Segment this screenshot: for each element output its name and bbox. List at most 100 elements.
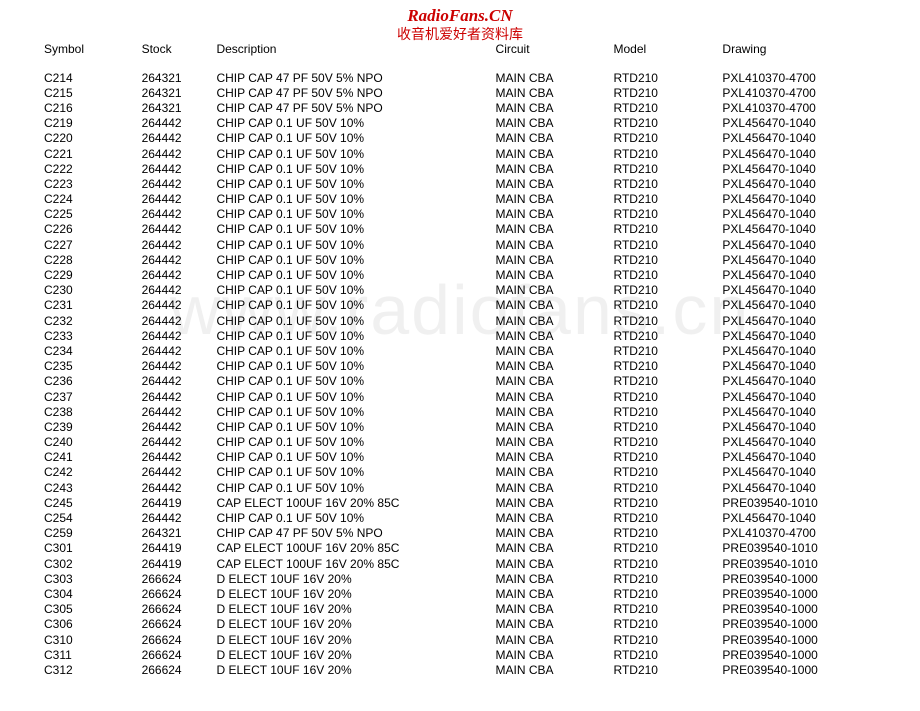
cell-desc: CHIP CAP 0.1 UF 50V 10% [212, 435, 491, 450]
cell-drawing: PXL456470-1040 [718, 343, 900, 358]
cell-desc: CHIP CAP 0.1 UF 50V 10% [212, 389, 491, 404]
cell-model: RTD210 [610, 541, 719, 556]
cell-drawing: PRE039540-1000 [718, 571, 900, 586]
cell-drawing: PXL456470-1040 [718, 192, 900, 207]
parts-table: Symbol Stock Description Circuit Model D… [40, 42, 900, 678]
cell-stock: 264442 [138, 161, 213, 176]
cell-symbol: C301 [40, 541, 138, 556]
cell-model: RTD210 [610, 237, 719, 252]
cell-circuit: MAIN CBA [492, 632, 610, 647]
cell-symbol: C245 [40, 495, 138, 510]
cell-desc: CAP ELECT 100UF 16V 20% 85C [212, 556, 491, 571]
col-header-stock: Stock [138, 42, 213, 70]
cell-symbol: C225 [40, 207, 138, 222]
cell-model: RTD210 [610, 450, 719, 465]
cell-model: RTD210 [610, 283, 719, 298]
table-row: C215264321CHIP CAP 47 PF 50V 5% NPOMAIN … [40, 85, 900, 100]
cell-stock: 264321 [138, 100, 213, 115]
cell-drawing: PXL456470-1040 [718, 146, 900, 161]
cell-symbol: C222 [40, 161, 138, 176]
cell-drawing: PXL456470-1040 [718, 328, 900, 343]
cell-desc: D ELECT 10UF 16V 20% [212, 632, 491, 647]
table-row: C303266624D ELECT 10UF 16V 20%MAIN CBART… [40, 571, 900, 586]
cell-drawing: PXL456470-1040 [718, 161, 900, 176]
table-row: C254264442CHIP CAP 0.1 UF 50V 10%MAIN CB… [40, 510, 900, 525]
cell-desc: CHIP CAP 0.1 UF 50V 10% [212, 419, 491, 434]
table-row: C222264442CHIP CAP 0.1 UF 50V 10%MAIN CB… [40, 161, 900, 176]
cell-symbol: C305 [40, 602, 138, 617]
cell-drawing: PRE039540-1010 [718, 541, 900, 556]
cell-drawing: PXL456470-1040 [718, 404, 900, 419]
cell-drawing: PXL410370-4700 [718, 100, 900, 115]
cell-drawing: PXL456470-1040 [718, 298, 900, 313]
cell-drawing: PXL456470-1040 [718, 465, 900, 480]
cell-model: RTD210 [610, 222, 719, 237]
cell-desc: CHIP CAP 0.1 UF 50V 10% [212, 510, 491, 525]
cell-circuit: MAIN CBA [492, 70, 610, 85]
cell-model: RTD210 [610, 313, 719, 328]
table-row: C214264321CHIP CAP 47 PF 50V 5% NPOMAIN … [40, 70, 900, 85]
table-row: C305266624D ELECT 10UF 16V 20%MAIN CBART… [40, 602, 900, 617]
cell-model: RTD210 [610, 192, 719, 207]
cell-symbol: C243 [40, 480, 138, 495]
table-row: C236264442CHIP CAP 0.1 UF 50V 10%MAIN CB… [40, 374, 900, 389]
cell-model: RTD210 [610, 586, 719, 601]
cell-drawing: PXL456470-1040 [718, 207, 900, 222]
cell-desc: CHIP CAP 0.1 UF 50V 10% [212, 450, 491, 465]
cell-symbol: C221 [40, 146, 138, 161]
cell-circuit: MAIN CBA [492, 526, 610, 541]
cell-stock: 264442 [138, 374, 213, 389]
cell-circuit: MAIN CBA [492, 419, 610, 434]
cell-desc: CHIP CAP 0.1 UF 50V 10% [212, 146, 491, 161]
cell-drawing: PRE039540-1000 [718, 632, 900, 647]
table-row: C224264442CHIP CAP 0.1 UF 50V 10%MAIN CB… [40, 192, 900, 207]
cell-symbol: C241 [40, 450, 138, 465]
header-site-link[interactable]: RadioFans.CN [0, 6, 920, 26]
cell-drawing: PRE039540-1000 [718, 617, 900, 632]
cell-stock: 266624 [138, 662, 213, 677]
cell-symbol: C231 [40, 298, 138, 313]
cell-drawing: PXL456470-1040 [718, 313, 900, 328]
cell-model: RTD210 [610, 207, 719, 222]
cell-stock: 264442 [138, 176, 213, 191]
cell-symbol: C229 [40, 267, 138, 282]
cell-drawing: PRE039540-1000 [718, 602, 900, 617]
cell-model: RTD210 [610, 85, 719, 100]
cell-drawing: PXL456470-1040 [718, 510, 900, 525]
cell-model: RTD210 [610, 632, 719, 647]
cell-symbol: C219 [40, 116, 138, 131]
cell-drawing: PRE039540-1000 [718, 586, 900, 601]
cell-model: RTD210 [610, 100, 719, 115]
cell-symbol: C237 [40, 389, 138, 404]
cell-model: RTD210 [610, 480, 719, 495]
cell-stock: 264321 [138, 70, 213, 85]
cell-desc: CAP ELECT 100UF 16V 20% 85C [212, 495, 491, 510]
cell-circuit: MAIN CBA [492, 192, 610, 207]
cell-stock: 264442 [138, 267, 213, 282]
cell-stock: 264442 [138, 298, 213, 313]
cell-drawing: PXL456470-1040 [718, 374, 900, 389]
cell-drawing: PXL456470-1040 [718, 131, 900, 146]
table-row: C240264442CHIP CAP 0.1 UF 50V 10%MAIN CB… [40, 435, 900, 450]
table-row: C302264419CAP ELECT 100UF 16V 20% 85CMAI… [40, 556, 900, 571]
cell-circuit: MAIN CBA [492, 116, 610, 131]
cell-model: RTD210 [610, 328, 719, 343]
cell-symbol: C232 [40, 313, 138, 328]
cell-desc: CHIP CAP 47 PF 50V 5% NPO [212, 100, 491, 115]
cell-model: RTD210 [610, 662, 719, 677]
cell-symbol: C242 [40, 465, 138, 480]
cell-model: RTD210 [610, 343, 719, 358]
cell-stock: 266624 [138, 632, 213, 647]
cell-desc: CHIP CAP 0.1 UF 50V 10% [212, 252, 491, 267]
cell-desc: CHIP CAP 0.1 UF 50V 10% [212, 237, 491, 252]
cell-model: RTD210 [610, 176, 719, 191]
cell-symbol: C254 [40, 510, 138, 525]
cell-symbol: C227 [40, 237, 138, 252]
cell-symbol: C302 [40, 556, 138, 571]
cell-circuit: MAIN CBA [492, 252, 610, 267]
cell-drawing: PRE039540-1010 [718, 556, 900, 571]
cell-circuit: MAIN CBA [492, 435, 610, 450]
table-body: C214264321CHIP CAP 47 PF 50V 5% NPOMAIN … [40, 70, 900, 678]
cell-stock: 264442 [138, 435, 213, 450]
table-row: C245264419CAP ELECT 100UF 16V 20% 85CMAI… [40, 495, 900, 510]
